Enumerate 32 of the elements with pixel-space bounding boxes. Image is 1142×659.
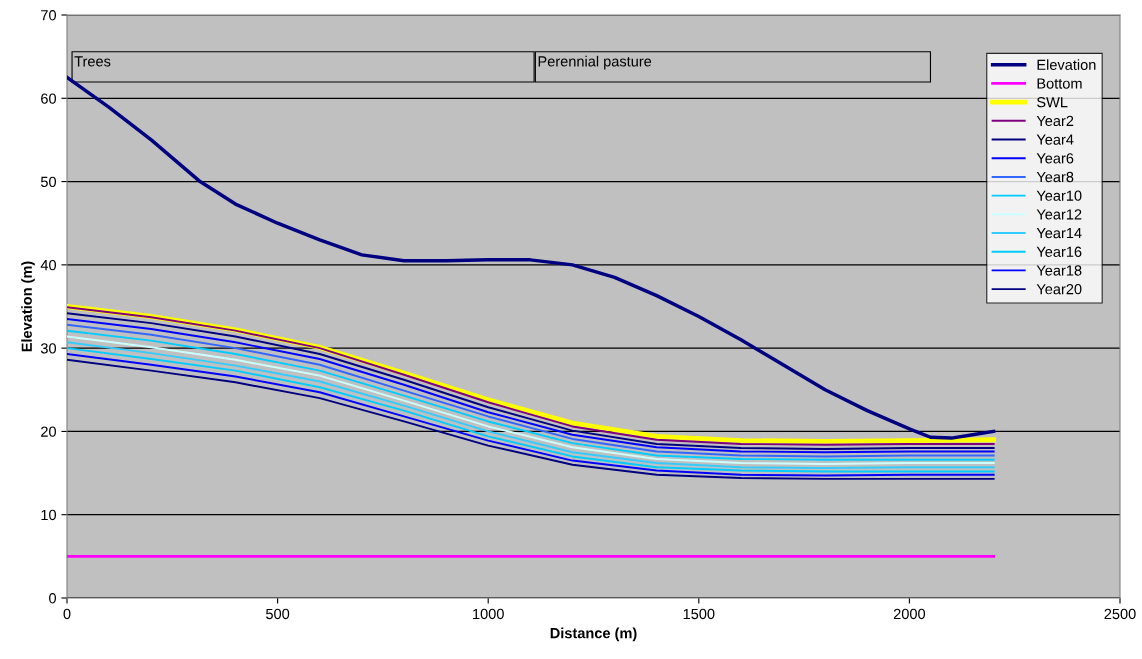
y-tick-label: 40 xyxy=(40,259,57,271)
y-tick-label: 70 xyxy=(41,10,57,21)
band-label: Trees xyxy=(74,56,111,67)
legend-label: Year10 xyxy=(1036,190,1082,201)
legend-label: Year6 xyxy=(1036,153,1074,164)
x-axis-title: Distance (m) xyxy=(550,627,637,642)
x-tick-label: 2000 xyxy=(893,608,926,620)
line-series xyxy=(67,75,996,440)
legend-label: Year12 xyxy=(1036,209,1082,220)
x-tick-label: 0 xyxy=(63,608,71,620)
legend-label: Year18 xyxy=(1036,265,1082,276)
legend-label: Year14 xyxy=(1036,228,1082,239)
x-tick-label: 1500 xyxy=(683,608,715,620)
legend-label: Bottom xyxy=(1037,78,1082,89)
legend-label: Year16 xyxy=(1036,246,1082,257)
y-tick-label: 20 xyxy=(41,426,57,437)
legend-label: Year2 xyxy=(1036,115,1074,127)
legend-label: Year20 xyxy=(1036,284,1082,295)
legend-label: SWL xyxy=(1037,97,1068,108)
y-tick-label: 60 xyxy=(41,93,57,104)
band-label: Perennial pasture xyxy=(538,55,652,70)
x-tick-label: 500 xyxy=(266,608,290,620)
x-tick-label: 1000 xyxy=(473,608,504,620)
y-axis-title: Elevation (m) xyxy=(21,261,35,352)
legend-label: Elevation xyxy=(1037,59,1096,70)
x-tick-label: 2500 xyxy=(1104,608,1136,620)
y-tick-label: 50 xyxy=(40,176,57,187)
y-tick-label: 30 xyxy=(40,343,57,354)
legend-label: Year8 xyxy=(1036,171,1074,183)
legend-label: Year4 xyxy=(1036,134,1074,145)
y-tick-label: 0 xyxy=(49,593,57,604)
y-tick-label: 10 xyxy=(41,509,57,521)
